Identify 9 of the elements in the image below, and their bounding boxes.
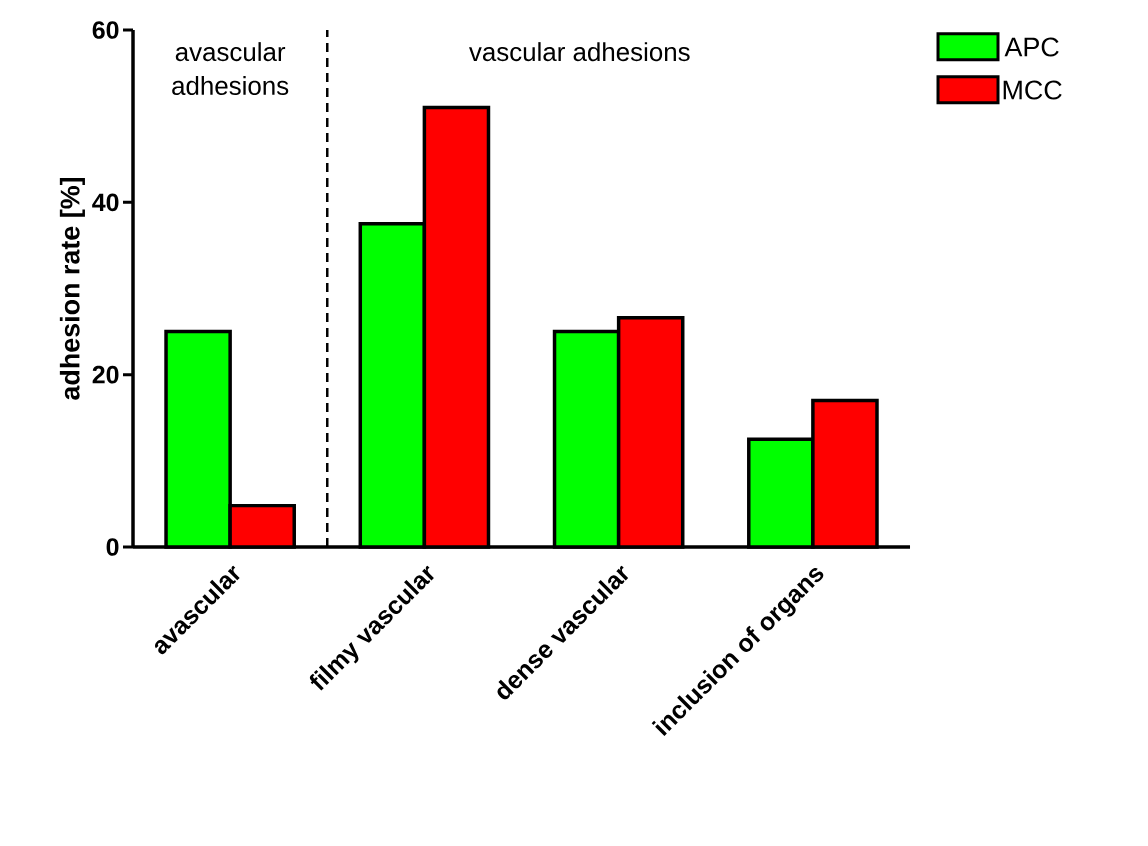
y-tick-label: 0 [106,538,119,556]
legend-label: MCC [1003,80,1062,100]
y-tick-label: 60 [92,21,119,39]
legend-label: APC [1004,37,1059,57]
y-tick-label: 20 [92,365,119,384]
annotation: avascular adhesions [172,42,289,96]
y-axis-title: adhesion rate [%] [59,177,85,400]
annotation: vascular adhesions [469,42,690,62]
y-tick-label: 40 [92,193,119,212]
